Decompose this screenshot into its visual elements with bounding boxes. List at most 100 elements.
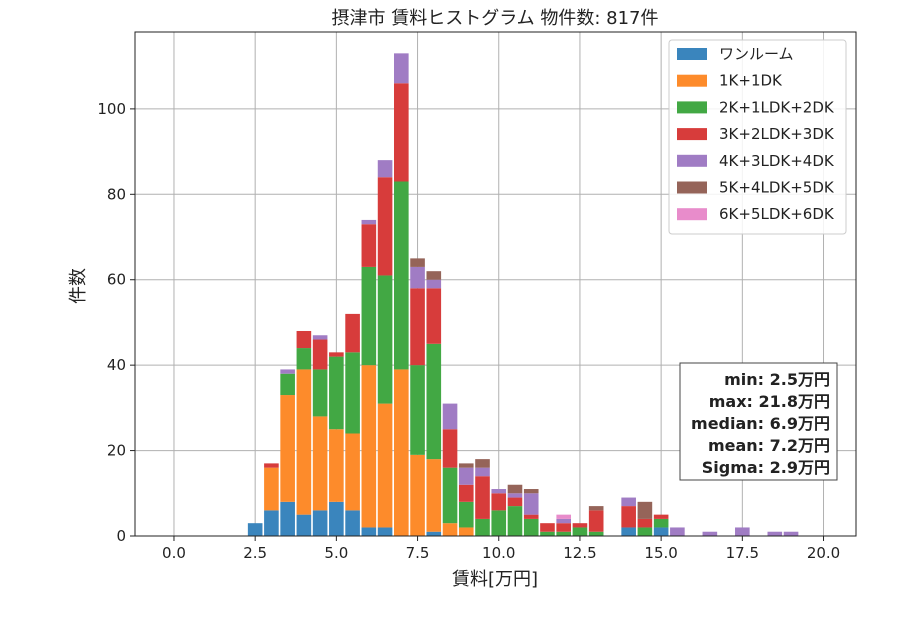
bar-segment (637, 527, 653, 536)
bar-segment (507, 493, 523, 498)
legend-swatch (677, 101, 707, 114)
bar-segment (523, 514, 539, 519)
bar-segment (410, 258, 425, 267)
legend-label: 4K+3LDK+4DK (719, 152, 835, 170)
bar-segment (345, 510, 360, 536)
stats-frame (679, 362, 838, 481)
bar-segment (767, 531, 783, 536)
bar-segment (556, 518, 572, 524)
x-tick-label: 7.5 (406, 544, 430, 562)
legend-swatch (677, 74, 707, 87)
bar-segment (394, 181, 409, 370)
bar-segment (361, 224, 377, 267)
bar-segment (394, 369, 409, 536)
plot-frame (134, 31, 857, 537)
legend-frame (668, 39, 847, 235)
bar-segment (458, 463, 474, 468)
x-tick-label: 5.0 (324, 544, 348, 562)
y-tick-label: 80 (107, 185, 126, 203)
bar-segment (637, 518, 653, 528)
legend-swatch (677, 128, 707, 141)
bar-segment (280, 501, 295, 536)
bar-segment (312, 510, 328, 536)
bar-segment (458, 467, 474, 485)
bar-segment (556, 523, 572, 532)
bar-segment (426, 288, 442, 344)
bar-segment (475, 476, 490, 519)
bar-segment (458, 484, 474, 502)
bar-segment (345, 433, 360, 511)
bar-segment (507, 484, 523, 494)
y-tick-label: 100 (97, 100, 126, 118)
bar-segment (556, 514, 572, 519)
bar-segment (588, 506, 604, 511)
bar-segment (475, 518, 490, 536)
bar-segment (410, 454, 425, 536)
bar-segment (280, 373, 295, 396)
legend-swatch (677, 208, 707, 221)
bar-segment (329, 356, 344, 430)
bar-segment (426, 279, 442, 289)
bar-segment (329, 501, 344, 536)
bar-segment (621, 497, 636, 507)
bar-segment (312, 369, 328, 417)
x-tick-label: 15.0 (644, 544, 677, 562)
bar-segment (426, 343, 442, 460)
x-tick-label: 20.0 (807, 544, 840, 562)
bar-segment (507, 506, 523, 536)
stats-line: mean: 7.2万円 (708, 436, 830, 455)
bar-segment (264, 510, 279, 536)
legend-swatch (677, 154, 707, 167)
bar-segment (426, 271, 442, 280)
bar-segment (312, 416, 328, 511)
bar-segment (540, 531, 555, 536)
bar-segment (361, 527, 377, 536)
legend: ワンルーム 1K+1DK 2K+1LDK+2DK 3K+2LDK+3DK 4K+3LDK… (668, 39, 847, 235)
chart-title: 摂津市 賃料ヒストグラム 物件数: 817件 (331, 8, 658, 29)
bar-segment (377, 275, 393, 404)
legend-label: ワンルーム (719, 45, 794, 63)
bar-segment (442, 523, 458, 536)
bar-segment (670, 527, 685, 536)
bar-segment (523, 493, 539, 515)
x-tick-label: 10.0 (482, 544, 515, 562)
bar-segment (377, 527, 393, 536)
bar-segment (702, 531, 718, 536)
y-axis-label: 件数 (68, 268, 89, 304)
bar-segment (394, 53, 409, 84)
bar-segment (361, 219, 377, 225)
bar-segment (507, 497, 523, 507)
bar-segment (426, 531, 442, 536)
x-axis-ticks: 0.0 2.5 5.0 7.5 10.0 12.5 15.0 17.5 20.0 (162, 536, 840, 562)
bar-segment (410, 365, 425, 455)
bar-segment (329, 352, 344, 357)
bar-segment (588, 531, 604, 536)
bar-segment (361, 266, 377, 366)
bar-segment (653, 514, 669, 519)
bar-segment (621, 506, 636, 528)
bar-segment (410, 266, 425, 289)
bar-segment (296, 330, 312, 349)
bar-segment (264, 467, 279, 511)
bar-segment (377, 160, 393, 178)
legend-label: 3K+2LDK+3DK (719, 125, 835, 143)
bar-segment (458, 501, 474, 528)
bar-segment (588, 510, 604, 532)
bar-segment (410, 288, 425, 366)
stats-line: Sigma: 2.9万円 (702, 458, 830, 477)
bar-segment (361, 365, 377, 528)
bar-segment (426, 459, 442, 532)
bar-segment (296, 514, 312, 536)
bar-segment (491, 493, 507, 511)
bar-segment (264, 463, 279, 468)
bar-segment (491, 510, 507, 536)
bar-segment (247, 523, 263, 536)
bar-segment (621, 527, 636, 536)
x-tick-label: 2.5 (243, 544, 267, 562)
bar-segment (523, 489, 539, 494)
bar-segment (475, 459, 490, 468)
bar-segment (783, 531, 799, 536)
bar-segment (523, 518, 539, 536)
bar-segment (572, 527, 588, 536)
